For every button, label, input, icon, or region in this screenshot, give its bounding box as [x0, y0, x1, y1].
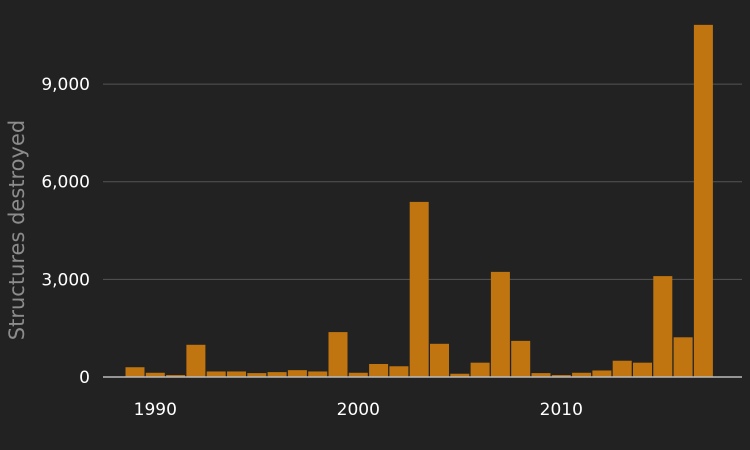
bar	[145, 372, 165, 377]
bar	[551, 375, 571, 377]
bar	[125, 367, 145, 377]
bar	[673, 337, 693, 377]
x-tick-label: 2010	[540, 400, 583, 420]
y-tick-label: 9,000	[41, 75, 90, 95]
bar	[612, 360, 632, 377]
bar	[592, 370, 612, 377]
bar	[430, 343, 449, 377]
x-tick-label: 1990	[134, 400, 177, 420]
bar	[409, 201, 429, 377]
y-tick-label: 3,000	[41, 270, 90, 290]
bar	[186, 344, 206, 377]
bar	[166, 375, 186, 377]
bar	[227, 371, 246, 377]
bar	[653, 276, 673, 377]
y-axis-ticks: 0 3,000 6,000 9,000	[41, 75, 90, 388]
bar	[633, 362, 652, 377]
bar	[348, 372, 368, 377]
bar	[328, 332, 348, 377]
bar	[531, 373, 551, 377]
bar	[267, 372, 287, 377]
bar	[490, 271, 510, 377]
x-tick-label: 2000	[337, 400, 380, 420]
bars	[125, 24, 713, 377]
bar	[206, 371, 226, 377]
bar	[470, 362, 490, 377]
bar	[693, 24, 713, 377]
y-tick-label: 6,000	[41, 173, 90, 193]
y-tick-label: 0	[79, 368, 90, 388]
bar	[247, 373, 267, 377]
bar	[572, 372, 592, 377]
bar	[389, 366, 409, 377]
bar	[511, 340, 531, 377]
y-axis-title: Structures destroyed	[5, 120, 29, 340]
bar	[450, 373, 470, 377]
bar	[369, 363, 389, 377]
bar	[308, 371, 328, 377]
bar	[287, 370, 307, 377]
x-axis-ticks: 1990 2000 2010	[134, 400, 583, 420]
